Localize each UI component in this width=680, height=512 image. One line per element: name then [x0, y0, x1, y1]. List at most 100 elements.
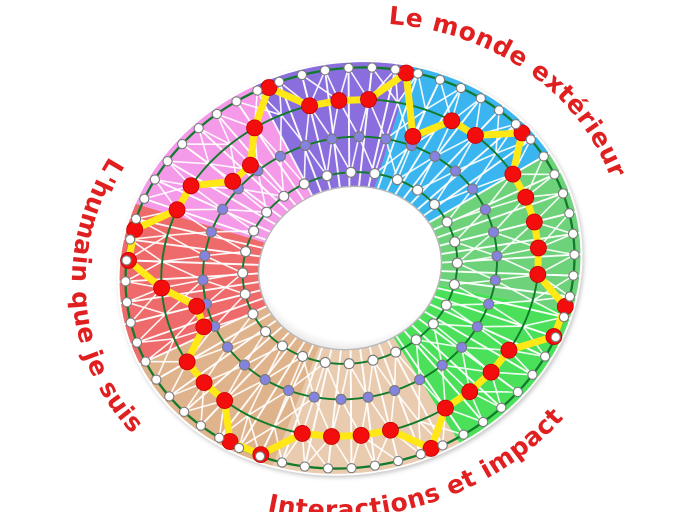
node-highlight: [500, 341, 518, 359]
node-inner: [345, 166, 357, 178]
node-mid: [456, 341, 468, 353]
node-mid: [205, 226, 217, 238]
node-highlight: [330, 92, 348, 109]
node-outer: [558, 311, 570, 323]
node-outer: [412, 68, 424, 79]
node-outer: [131, 337, 143, 348]
node-outer: [252, 85, 263, 96]
node-mid: [197, 274, 209, 286]
node-highlight: [404, 127, 422, 145]
node-inner: [410, 334, 422, 346]
node-highlight: [182, 177, 200, 195]
node-highlight: [437, 399, 454, 417]
node-outer: [254, 451, 266, 462]
node-inner: [276, 340, 288, 352]
node-outer: [525, 134, 536, 145]
node-inner: [261, 206, 273, 218]
node-highlight: [530, 239, 547, 257]
node-highlight: [153, 279, 170, 297]
node-highlight: [517, 188, 535, 206]
node-mid: [274, 150, 286, 162]
node-outer: [557, 188, 569, 199]
node-inner: [390, 346, 402, 358]
node-outer: [550, 332, 561, 343]
node-mid: [259, 374, 271, 386]
node-inner: [441, 216, 453, 228]
node-highlight: [195, 374, 213, 392]
node-mid: [380, 133, 392, 145]
node-outer: [151, 374, 162, 385]
node-highlight: [242, 156, 259, 174]
node-mid: [479, 204, 491, 216]
node-outer: [493, 105, 505, 116]
node-outer: [540, 351, 551, 362]
node-highlight: [301, 97, 318, 115]
node-outer: [214, 432, 225, 443]
node-outer: [162, 156, 173, 167]
node-inner: [248, 225, 260, 237]
node-outer: [569, 249, 580, 260]
node-mid: [299, 139, 311, 152]
node-highlight: [216, 392, 234, 409]
node-inner: [369, 168, 381, 180]
node-highlight: [246, 119, 263, 137]
node-outer: [177, 138, 188, 150]
node-highlight: [529, 266, 547, 283]
node-outer: [195, 420, 207, 431]
node-outer: [274, 76, 285, 87]
node-mid: [436, 359, 448, 371]
node-outer: [475, 93, 486, 104]
node-inner: [239, 288, 251, 300]
node-outer: [564, 208, 575, 219]
node-mid: [466, 183, 479, 195]
node-outer: [538, 151, 549, 162]
node-highlight: [461, 383, 479, 401]
node-mid: [414, 374, 426, 386]
node-outer: [130, 213, 142, 225]
node-outer: [512, 386, 523, 398]
node-inner: [449, 236, 461, 248]
node-outer: [346, 462, 357, 474]
node-outer: [455, 82, 467, 94]
node-inner: [440, 299, 452, 311]
node-outer: [322, 463, 334, 474]
node-highlight: [504, 165, 522, 183]
node-mid: [389, 384, 401, 397]
node-mid: [199, 250, 211, 262]
node-mid: [491, 250, 503, 262]
node-outer: [366, 62, 378, 73]
node-outer: [140, 356, 151, 367]
node-inner: [451, 257, 463, 269]
node-mid: [429, 150, 441, 162]
node-outer: [120, 276, 131, 287]
center-hole: [257, 185, 443, 351]
node-outer: [343, 62, 354, 74]
node-inner: [427, 318, 439, 330]
node-outer: [437, 440, 448, 451]
node-outer: [139, 193, 150, 204]
node-outer: [527, 369, 538, 380]
node-mid: [471, 321, 483, 333]
node-outer: [568, 270, 579, 281]
node-mid: [362, 391, 374, 403]
node-outer: [178, 406, 190, 417]
node-outer: [549, 169, 560, 180]
node-highlight: [188, 297, 206, 315]
node-outer: [296, 69, 308, 81]
node-outer: [231, 96, 242, 107]
node-mid: [221, 341, 234, 353]
node-highlight: [224, 172, 242, 190]
node-highlight: [195, 318, 213, 336]
node-highlight: [293, 425, 311, 442]
node-outer: [415, 449, 426, 460]
node-inner: [237, 267, 249, 279]
node-highlight: [323, 428, 340, 445]
node-outer: [299, 461, 310, 472]
node-outer: [124, 234, 136, 245]
node-mid: [335, 393, 347, 405]
node-inner: [297, 350, 309, 362]
node-inner: [412, 184, 424, 196]
node-inner: [321, 170, 333, 182]
